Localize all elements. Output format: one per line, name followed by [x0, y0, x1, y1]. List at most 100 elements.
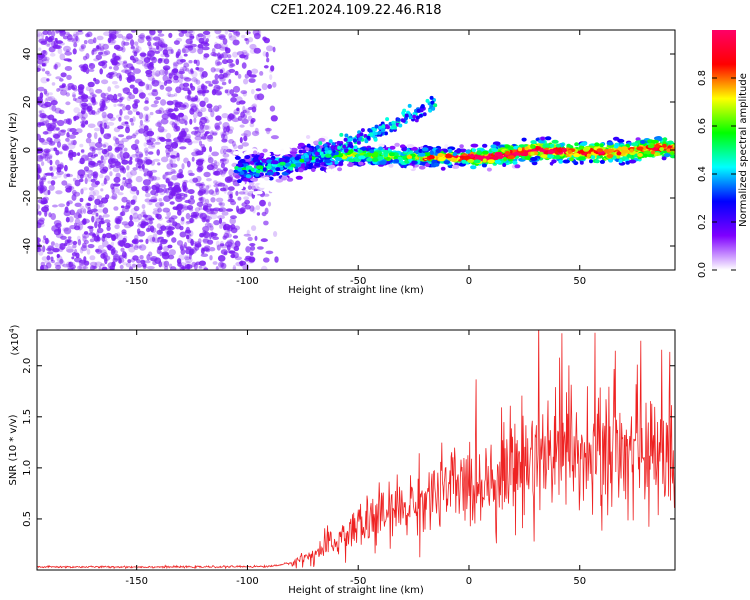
spectrogram-cell — [242, 114, 247, 120]
spectrogram-cell — [594, 142, 600, 147]
spectrogram-cell — [239, 124, 245, 128]
spectrogram-cell — [241, 142, 249, 147]
spectrogram-cell — [493, 155, 499, 160]
spectrogram-cell — [197, 157, 205, 162]
spectrogram-cell — [153, 237, 160, 244]
spectrogram-cell — [47, 251, 54, 255]
colorbar-tick-label: 0.8 — [697, 70, 708, 86]
spectrogram-cell — [196, 34, 200, 41]
spectrogram-cell — [250, 119, 254, 124]
spectrogram-cell — [81, 187, 88, 191]
spectrogram-cell — [234, 240, 241, 248]
spectrogram-cell — [154, 70, 161, 77]
spectrogram-cell — [299, 158, 306, 163]
spectrogram-cell — [298, 168, 304, 173]
spectrogram-cell — [59, 243, 66, 250]
spectrogram-cell — [143, 106, 149, 111]
spectrogram-cell — [47, 189, 51, 195]
spectrogram-cell — [513, 151, 520, 156]
spectrogram-cell — [61, 83, 66, 88]
spectrogram-cell — [37, 33, 41, 40]
spectrogram-cell — [82, 218, 87, 225]
spectrogram-cell — [247, 106, 253, 111]
spectrogram-cell — [219, 223, 223, 229]
spectrogram-cell — [138, 159, 143, 164]
spectrogram-cell — [173, 40, 180, 45]
spectrogram-cell — [56, 254, 61, 258]
spectrogram-cell — [118, 258, 125, 263]
spectrogram-cell — [175, 101, 183, 105]
spectrogram-cell — [50, 256, 54, 262]
spectrogram-cell — [137, 37, 145, 44]
spectrogram-cell — [42, 131, 49, 135]
spectrogram-cell — [72, 94, 76, 98]
spectrogram-cell — [249, 205, 255, 212]
spectrogram-cell — [171, 170, 177, 175]
spectrogram-cell — [221, 262, 227, 269]
spectrogram-cell — [396, 117, 401, 122]
spectrogram-cell — [662, 137, 668, 142]
spectrogram-cell — [95, 248, 102, 255]
spectrogram-cell — [101, 111, 107, 119]
spectrogram-cell — [555, 143, 561, 148]
spectrogram-cell — [643, 150, 652, 155]
spectrogram-cell — [164, 171, 169, 176]
spectrogram-cell — [406, 155, 413, 160]
spectrogram-cell — [75, 35, 79, 42]
spectrogram-cell — [132, 48, 140, 54]
spectrogram-cell — [177, 48, 182, 56]
spectrogram-cell — [76, 112, 84, 119]
spectrogram-cell — [64, 164, 68, 172]
spectrogram-cell — [121, 46, 126, 53]
spectrogram-cell — [119, 103, 126, 107]
spectrogram-cell — [578, 156, 586, 161]
spectrogram-cell — [124, 121, 129, 125]
spectrogram-cell — [141, 222, 150, 226]
spectrogram-cell — [82, 235, 88, 243]
spectrogram-cell — [255, 169, 261, 174]
spectrogram-cell — [153, 73, 160, 77]
spectrogram-cell — [126, 182, 132, 189]
spectrogram-cell — [92, 233, 97, 238]
spectrogram-cell — [178, 133, 186, 140]
spectrogram-cell — [374, 124, 379, 129]
spectrogram-cell — [37, 31, 42, 37]
spectrogram-cell — [203, 215, 210, 222]
spectrogram-cell — [130, 169, 137, 176]
spectrogram-cell — [101, 62, 108, 69]
spectrogram-cell — [118, 257, 122, 264]
spectrogram-cell — [67, 37, 75, 42]
spectrogram-cell — [49, 122, 57, 129]
spectrogram-cell — [320, 153, 325, 158]
spectrogram-cell — [37, 173, 41, 180]
spectrogram-cell — [71, 131, 79, 135]
spectrogram-cell — [418, 113, 423, 118]
spectrogram-cell — [406, 144, 415, 148]
spectrogram-cell — [38, 249, 44, 256]
spectrogram-cell — [185, 133, 192, 141]
spectrogram-cell — [115, 219, 122, 225]
spectrogram-cell — [551, 139, 559, 144]
spectrogram-cell — [90, 97, 96, 103]
spectrogram-cell — [530, 151, 535, 156]
spectrogram-cell — [122, 262, 128, 266]
spectrogram-cell — [93, 132, 98, 140]
spectrogram-cell — [281, 176, 288, 181]
spectrogram-cell — [140, 211, 147, 218]
spectrogram-cell — [433, 162, 440, 167]
spectrogram-cell — [127, 110, 133, 115]
spectrogram-cell — [193, 130, 202, 137]
spectrogram-cell — [183, 241, 188, 249]
spectrogram-cell — [141, 204, 146, 209]
spectrogram-cell — [42, 196, 49, 202]
spectrogram-cell — [120, 211, 126, 217]
spectrogram-cell — [155, 45, 160, 50]
spectrogram-cell — [366, 157, 373, 162]
spectrogram-cell — [552, 163, 558, 168]
spectrogram-cell — [174, 116, 178, 123]
spectrogram-cell — [227, 54, 232, 59]
spectrogram-cell — [217, 182, 226, 187]
spectrogram-cell — [176, 59, 184, 65]
spectrogram-cell — [168, 157, 176, 164]
spectrogram-cell — [569, 157, 574, 162]
